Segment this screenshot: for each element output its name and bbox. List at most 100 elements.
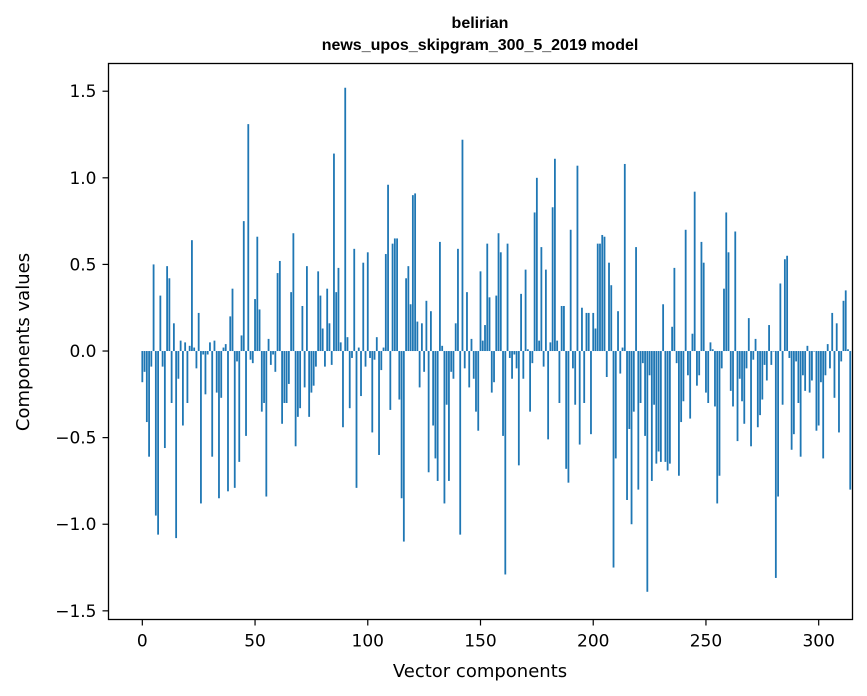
bar-246 [696,351,698,386]
bar-301 [820,351,822,383]
bar-293 [802,351,804,376]
bar-175 [535,177,538,352]
bar-267 [743,351,746,424]
y-tick-label: −0.5 [55,429,96,449]
bar-26 [200,351,202,504]
bar-128 [430,311,432,352]
bar-282 [777,351,779,497]
bar-290 [795,351,798,362]
bar-79 [319,295,322,352]
bar-34 [218,351,220,499]
x-tick-label: 50 [244,632,266,652]
bar-82 [326,288,329,352]
bar-55 [265,351,268,497]
bar-237 [675,351,678,364]
bar-114 [398,351,401,400]
bar-169 [522,351,525,379]
bar-276 [763,351,766,365]
bar-291 [797,351,800,403]
bar-187 [563,305,565,352]
bar-57 [269,351,272,365]
bar-46 [245,351,247,436]
bar-195 [581,307,583,352]
bar-87 [337,267,340,352]
bar-157 [495,295,498,352]
bar-12 [168,278,171,352]
bar-16 [177,351,180,379]
bar-168 [520,293,522,352]
bar-63 [283,351,286,403]
bar-200 [592,312,595,352]
bar-145 [468,351,471,388]
bar-166 [515,351,518,369]
bar-202 [596,243,599,352]
bar-117 [405,278,407,352]
bar-238 [678,351,680,476]
bar-64 [285,351,288,403]
bar-130 [434,351,437,459]
bar-31 [211,351,214,457]
bar-287 [788,351,791,358]
bar-29 [206,351,209,355]
chart-title-line-2: news_upos_skipgram_300_5_2019 model [322,37,639,54]
bar-184 [556,340,559,352]
bar-268 [745,351,748,369]
bar-230 [659,351,662,462]
bar-68 [294,351,297,447]
y-tick-label: 0.0 [69,342,96,362]
bar-298 [813,351,816,352]
bar-254 [714,351,716,407]
bar-196 [583,351,586,403]
bar-113 [396,238,398,352]
bar-213 [621,347,624,352]
bar-281 [774,351,777,578]
bar-33 [215,351,218,393]
bar-43 [238,351,241,462]
bar-206 [605,351,608,378]
bar-49 [251,351,254,364]
bar-235 [671,326,674,352]
bar-142 [461,139,464,352]
bar-173 [531,351,534,364]
bar-265 [738,351,741,379]
bar-67 [292,233,295,352]
bar-71 [301,305,304,352]
bar-255 [716,351,719,504]
bar-149 [477,351,480,431]
x-tick-label: 150 [464,632,496,652]
bar-203 [599,243,601,352]
bar-69 [296,351,299,417]
bar-2 [145,351,148,423]
bar-296 [808,351,811,393]
bar-257 [720,351,723,369]
bar-288 [790,351,793,450]
bar-120 [411,195,414,352]
bar-241 [684,229,687,352]
bar-273 [756,351,759,428]
bar-131 [436,351,439,481]
bar-232 [664,351,667,462]
bar-194 [578,351,581,445]
bar-277 [765,351,768,381]
bar-84 [330,351,333,365]
bar-7 [157,351,159,535]
bar-256 [718,351,721,476]
plot-area-frame [107,62,854,621]
bar-127 [427,351,430,473]
bar-201 [594,328,597,352]
bar-90 [344,87,347,352]
bar-38 [227,351,229,492]
bar-144 [466,292,468,352]
bar-137 [450,351,453,372]
bar-30 [209,342,211,352]
bar-186 [560,305,563,352]
bar-283 [779,283,782,352]
bar-100 [366,252,369,352]
bar-47 [247,124,250,352]
bar-297 [811,351,813,381]
bar-13 [170,351,173,403]
bar-226 [650,351,653,481]
bar-189 [567,351,570,483]
bar-178 [542,351,545,367]
bar-261 [729,351,732,391]
